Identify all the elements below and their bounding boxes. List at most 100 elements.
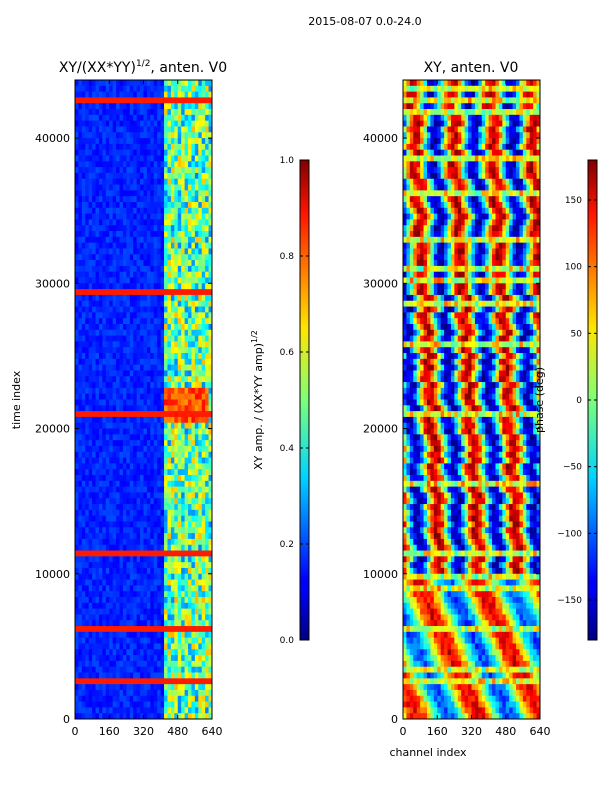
left-heatmap-cell <box>119 463 124 470</box>
left-heatmap-cell <box>146 109 151 116</box>
left-heatmap-cell <box>198 387 203 395</box>
left-heatmap-cell <box>143 393 148 400</box>
left-heatmap-cell <box>146 469 151 476</box>
left-heatmap-cell <box>85 132 90 139</box>
left-heatmap-cell <box>75 469 79 476</box>
left-heatmap-cell <box>174 132 179 139</box>
left-heatmap-cell <box>157 655 162 662</box>
left-heatmap-cell <box>188 655 192 662</box>
left-heatmap-cell <box>157 597 162 604</box>
left-heatmap-cell <box>191 289 196 296</box>
left-heatmap-cell <box>188 85 192 93</box>
left-heatmap-cell <box>119 585 124 592</box>
left-heatmap-cell <box>160 451 165 458</box>
left-heatmap-cell <box>157 475 162 482</box>
left-heatmap-cell <box>208 445 212 453</box>
left-heatmap-cell <box>109 91 114 98</box>
left-heatmap-cell <box>109 80 114 87</box>
left-heatmap-cell <box>181 678 185 685</box>
left-heatmap-cell <box>102 689 107 697</box>
right-heatmap-cell <box>478 85 483 93</box>
left-heatmap-cell <box>92 370 96 377</box>
left-heatmap-cell <box>109 643 114 650</box>
left-heatmap-cell <box>116 312 120 319</box>
left-heatmap-cell <box>112 486 117 493</box>
left-heatmap-cell <box>174 457 179 464</box>
left-heatmap-cell <box>167 405 172 412</box>
left-heatmap-cell <box>181 591 185 598</box>
left-heatmap-cell <box>208 248 212 255</box>
left-heatmap-cell <box>184 614 189 621</box>
left-heatmap-cell <box>174 475 179 482</box>
left-heatmap-cell <box>201 294 206 302</box>
left-heatmap-cell <box>143 451 148 458</box>
left-heatmap-cell <box>160 393 165 400</box>
left-heatmap-cell <box>174 684 179 691</box>
left-heatmap-cell <box>102 434 107 441</box>
left-heatmap-cell <box>122 300 127 307</box>
left-heatmap-cell <box>140 387 144 395</box>
right-heatmap-cell <box>509 149 513 156</box>
left-heatmap-cell <box>129 294 134 302</box>
left-heatmap-cell <box>174 120 179 127</box>
left-heatmap-cell <box>133 85 138 93</box>
left-heatmap-cell <box>133 620 138 627</box>
left-heatmap-cell <box>157 91 162 98</box>
left-heatmap-cell <box>119 329 124 336</box>
right-heatmap-cell <box>430 120 435 127</box>
left-heatmap-cell <box>153 265 158 273</box>
left-heatmap-cell <box>85 521 90 528</box>
right-heatmap-cell <box>474 114 479 122</box>
left-heatmap-cell <box>122 103 127 110</box>
left-heatmap-cell <box>191 260 196 267</box>
right-heatmap-cell <box>447 132 452 139</box>
left-heatmap-cell <box>98 120 103 127</box>
left-heatmap-cell <box>174 713 179 719</box>
left-heatmap-cell <box>129 405 134 412</box>
left-heatmap-cell <box>102 376 107 383</box>
left-heatmap-cell <box>92 335 96 342</box>
left-heatmap-cell <box>129 544 134 551</box>
left-heatmap-cell <box>150 428 155 435</box>
left-heatmap-cell <box>201 451 206 458</box>
left-heatmap-cell <box>78 236 83 244</box>
left-heatmap-cell <box>208 451 212 458</box>
left-heatmap-cell <box>205 713 209 719</box>
left-heatmap-cell <box>133 614 138 621</box>
left-heatmap-cell <box>92 678 96 685</box>
left-heatmap-cell <box>170 399 175 406</box>
left-heatmap-cell <box>98 591 103 598</box>
left-heatmap-cell <box>109 504 114 511</box>
left-heatmap-cell <box>174 672 179 679</box>
left-heatmap-cell <box>105 527 110 534</box>
left-heatmap-cell <box>109 85 114 93</box>
left-heatmap-cell <box>191 707 196 714</box>
left-heatmap-cell <box>205 236 209 244</box>
left-heatmap-cell <box>129 161 134 168</box>
right-heatmap-cell <box>409 138 414 145</box>
left-heatmap-cell <box>150 567 155 575</box>
left-heatmap-cell <box>75 393 79 400</box>
left-heatmap-cell <box>170 585 175 592</box>
left-heatmap-cell <box>191 225 196 232</box>
left-heatmap-cell <box>140 504 144 511</box>
left-heatmap-cell <box>116 498 120 505</box>
left-heatmap-cell <box>75 533 79 540</box>
left-heatmap-cell <box>75 97 79 104</box>
left-heatmap-cell <box>102 695 107 702</box>
right-heatmap-cell <box>409 97 414 104</box>
left-heatmap-cell <box>150 85 155 93</box>
left-heatmap-cell <box>191 689 196 697</box>
left-heatmap-cell <box>129 219 134 226</box>
left-heatmap-cell <box>160 422 165 429</box>
left-heatmap-cell <box>85 567 90 575</box>
left-heatmap-cell <box>143 544 148 551</box>
left-heatmap-cell <box>116 376 120 383</box>
left-heatmap-cell <box>75 167 79 174</box>
left-heatmap-cell <box>105 469 110 476</box>
left-heatmap-cell <box>191 515 196 522</box>
left-heatmap-cell <box>133 132 138 139</box>
left-heatmap-cell <box>143 289 148 296</box>
left-heatmap-cell <box>177 353 182 360</box>
left-heatmap-cell <box>102 207 107 215</box>
